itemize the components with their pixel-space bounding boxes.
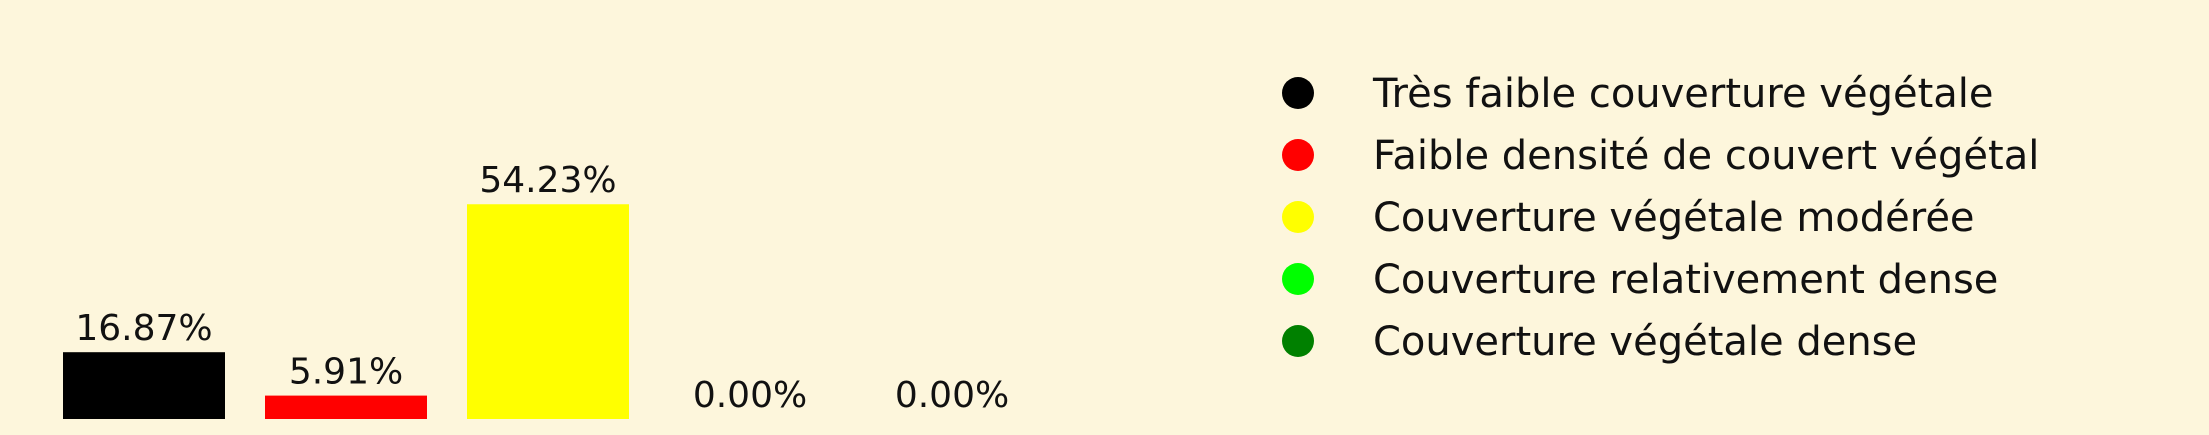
bar-value-label-2: 5.91% [289,352,403,393]
legend-marker-1 [1282,77,1314,109]
legend-marker-4 [1282,263,1314,295]
legend-item-1: Très faible couverture végétale [1282,71,1994,117]
bar-labels-group: 16.87% 5.91% 54.23% 0.00% 0.00% [75,160,1009,416]
bar-value-label-3: 54.23% [479,160,616,201]
bars-group [63,204,629,419]
legend-label-5: Couverture végétale dense [1373,319,1917,365]
bar-value-label-1: 16.87% [75,308,212,349]
legend-marker-3 [1282,201,1314,233]
legend-label-3: Couverture végétale modérée [1373,195,1975,241]
bar-value-label-4: 0.00% [693,375,807,416]
bar-1 [63,352,225,419]
legend-item-4: Couverture relativement dense [1282,257,1998,303]
legend-item-2: Faible densité de couvert végétal [1282,133,2039,179]
bar-value-label-5: 0.00% [895,375,1009,416]
bar-3 [467,204,629,419]
legend-item-5: Couverture végétale dense [1282,319,1917,365]
legend-item-3: Couverture végétale modérée [1282,195,1975,241]
legend-marker-5 [1282,325,1314,357]
legend-label-4: Couverture relativement dense [1373,257,1998,303]
legend-marker-2 [1282,139,1314,171]
legend-label-1: Très faible couverture végétale [1372,71,1994,117]
legend-label-2: Faible densité de couvert végétal [1373,133,2039,179]
bar-2 [265,395,427,419]
legend: Très faible couverture végétale Faible de… [1282,71,2039,365]
